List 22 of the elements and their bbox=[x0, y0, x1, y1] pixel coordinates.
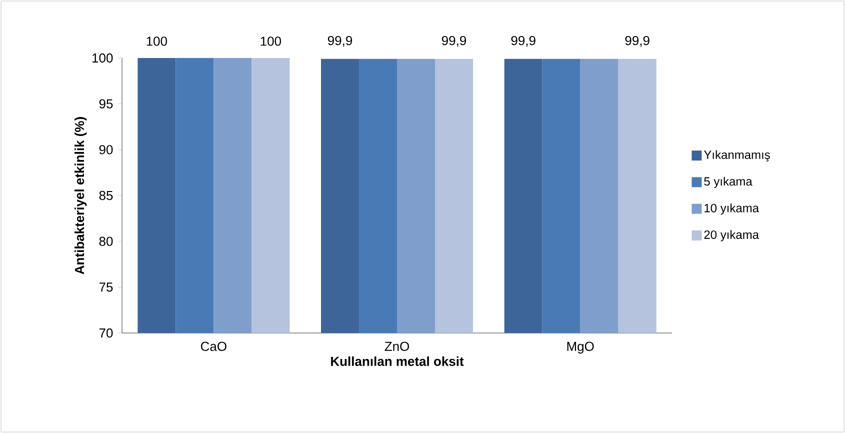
x-axis-title: Kullanılan metal oksit bbox=[331, 356, 464, 366]
y-tick-label: 100 bbox=[92, 53, 113, 63]
legend-label: 5 yıkama bbox=[704, 176, 752, 188]
y-tick-label: 90 bbox=[99, 145, 113, 154]
y-tick-label: 85 bbox=[99, 190, 113, 200]
legend-label: 20 yıkama bbox=[704, 230, 760, 242]
x-tick-label: MgO bbox=[567, 342, 594, 354]
data-label: 99,9 bbox=[625, 36, 650, 47]
legend-label: Yıkanmamış bbox=[704, 150, 770, 162]
legend-label: 10 yıkama bbox=[704, 203, 760, 215]
data-label: 100 bbox=[260, 36, 281, 46]
data-label: 100 bbox=[146, 36, 167, 46]
data-label: 99,9 bbox=[442, 36, 466, 47]
data-label: 99,9 bbox=[328, 36, 352, 47]
y-axis-title: Antibakteriyel etkinlik (%) bbox=[74, 117, 87, 274]
y-tick-label: 70 bbox=[99, 328, 113, 338]
y-tick-label: 80 bbox=[99, 236, 113, 246]
y-tick-label: 95 bbox=[99, 99, 113, 108]
x-tick-label: ZnO bbox=[384, 342, 410, 351]
x-tick-label: CaO bbox=[200, 342, 226, 351]
data-label: 99,9 bbox=[511, 36, 536, 47]
y-tick-label: 75 bbox=[99, 282, 113, 292]
